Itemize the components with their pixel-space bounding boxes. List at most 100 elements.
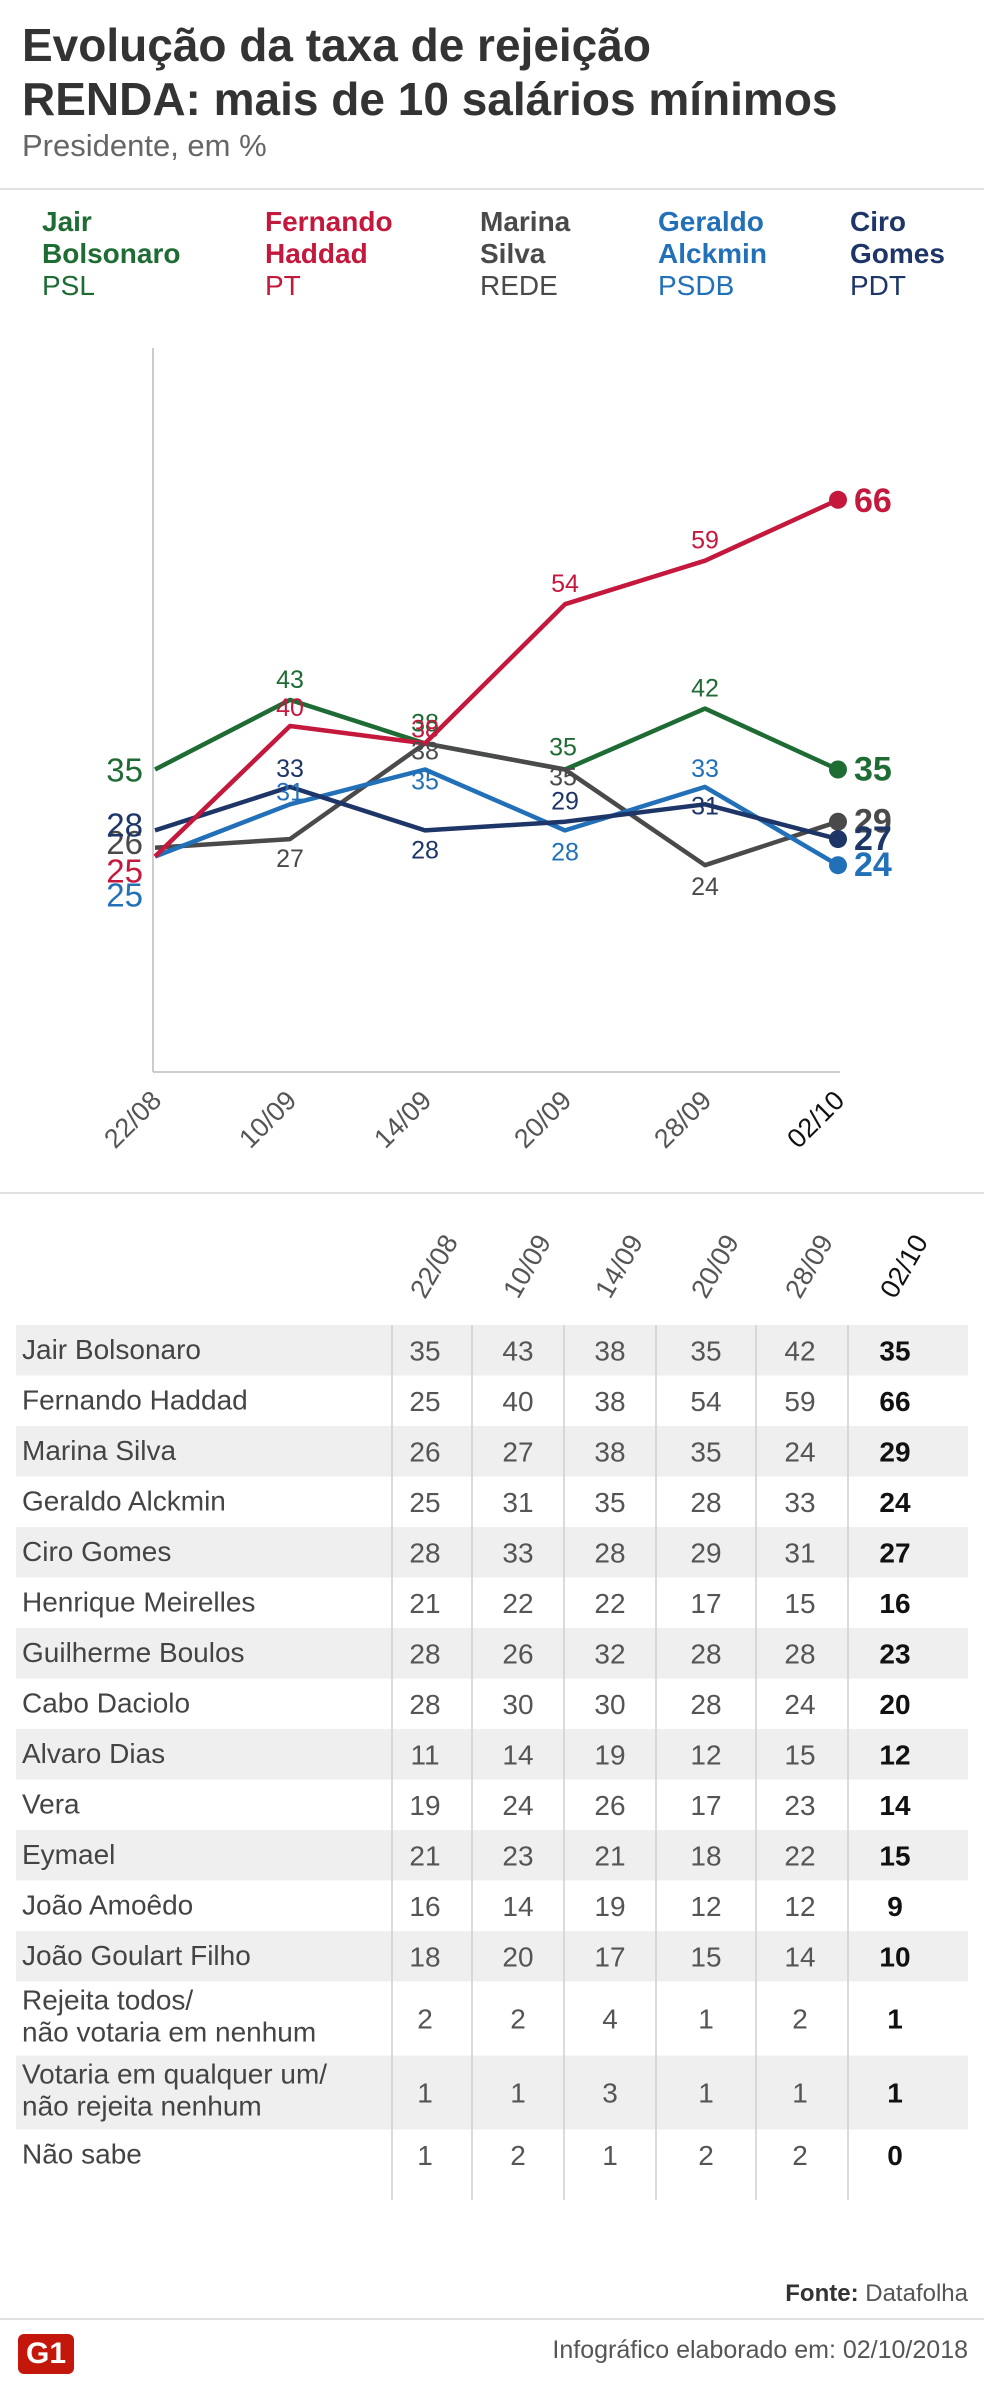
legend-party: REDE (480, 270, 558, 301)
table-cell: 20 (879, 1689, 910, 1720)
data-label: 35 (549, 764, 577, 792)
row-label: João Amoêdo (22, 1890, 193, 1921)
legend-item-haddad: Fernando Haddad PT (265, 206, 393, 302)
table-cell: 35 (409, 1335, 440, 1366)
legend-item-alckmin: Geraldo Alckmin PSDB (658, 206, 767, 302)
table-cell: 38 (594, 1335, 625, 1366)
row-label: não votaria em nenhum (22, 2017, 316, 2048)
table-cell: 2 (417, 2004, 433, 2035)
row-label: Ciro Gomes (22, 1536, 171, 1567)
subtitle: Presidente, em % (22, 128, 267, 163)
legend-name: Gomes (850, 238, 945, 269)
row-stripe (16, 2055, 968, 2130)
data-label: 26 (106, 824, 143, 861)
source-label: Fonte: (785, 2280, 859, 2307)
legend-party: PSDB (658, 270, 735, 301)
end-point (829, 760, 847, 779)
line-chart: 22/08 10/09 14/09 20/09 28/09 02/10 35 43 38 35 42… (98, 348, 892, 1154)
row-label: Eymael (22, 1839, 115, 1870)
table-cell: 32 (594, 1638, 625, 1669)
data-label: 31 (691, 792, 719, 820)
table-cell: 35 (690, 1335, 721, 1366)
table-cell: 28 (690, 1638, 721, 1669)
table-cell: 1 (792, 2078, 808, 2109)
table-cell: 43 (502, 1335, 533, 1366)
row-label: Rejeita todos/ (22, 1985, 193, 2016)
table-cell: 15 (879, 1840, 910, 1871)
row-label: Vera (22, 1789, 80, 1820)
table-cell: 27 (502, 1436, 533, 1467)
table-cell: 2 (510, 2140, 526, 2171)
legend-party: PDT (850, 270, 906, 301)
table-cell: 1 (510, 2078, 526, 2109)
legend-name: Silva (480, 238, 546, 269)
title-line-2: RENDA: mais de 10 salários mínimos (22, 73, 838, 125)
row-label: João Goulart Filho (22, 1940, 251, 1971)
data-label: 38 (411, 709, 439, 737)
g1-logo: G1 (18, 2334, 74, 2374)
legend-name: Ciro (850, 206, 906, 237)
row-label: não rejeita nenhum (22, 2091, 262, 2122)
x-tick-label: 20/09 (508, 1085, 577, 1154)
data-label: 66 (854, 482, 892, 520)
table-cell: 2 (792, 2140, 808, 2171)
legend-item-marina: Marina Silva REDE (480, 206, 570, 302)
table-cell: 42 (784, 1335, 815, 1366)
table-cell: 2 (698, 2140, 714, 2171)
x-tick-label: 10/09 (233, 1085, 302, 1154)
table-cell: 24 (502, 1790, 533, 1821)
table-cell: 23 (502, 1840, 533, 1871)
data-label: 28 (106, 806, 143, 843)
table-cell: 66 (879, 1386, 910, 1417)
data-label: 29 (854, 803, 892, 841)
legend-name: Bolsonaro (42, 238, 181, 269)
table-cell: 1 (698, 2004, 714, 2035)
row-label: Cabo Daciolo (22, 1688, 190, 1719)
data-label: 38 (411, 715, 439, 743)
column-header: 10/09 (497, 1229, 557, 1303)
table-cell: 28 (409, 1689, 440, 1720)
table-cell: 1 (887, 2078, 903, 2109)
table-cell: 18 (409, 1941, 440, 1972)
legend-name: Haddad (265, 238, 368, 269)
data-label: 28 (411, 836, 439, 864)
table-cell: 25 (409, 1386, 440, 1417)
table-cell: 54 (690, 1386, 721, 1417)
data-label: 28 (551, 838, 579, 866)
table-cell: 15 (690, 1941, 721, 1972)
table-cell: 0 (887, 2140, 903, 2171)
table-cell: 14 (784, 1941, 815, 1972)
column-header: 20/09 (685, 1229, 745, 1303)
row-stripe (16, 1931, 968, 1982)
column-header: 22/08 (404, 1229, 464, 1303)
row-label: Jair Bolsonaro (22, 1334, 201, 1365)
x-tick-label: 02/10 (781, 1085, 850, 1154)
series-line (154, 784, 839, 842)
legend-name: Fernando (265, 206, 393, 237)
data-label: 35 (106, 752, 143, 789)
table-cell: 33 (502, 1537, 533, 1568)
table-cell: 1 (417, 2140, 433, 2171)
row-label: Guilherme Boulos (22, 1637, 245, 1668)
legend: Jair Bolsonaro PSL Fernando Haddad PT Ma… (0, 206, 984, 316)
table-cell: 26 (594, 1790, 625, 1821)
data-label: 59 (691, 527, 719, 555)
row-stripe (16, 1527, 968, 1578)
table-cell: 19 (594, 1739, 625, 1770)
table-cell: 19 (594, 1891, 625, 1922)
data-label: 25 (106, 853, 143, 890)
column-header: 14/09 (589, 1229, 649, 1303)
x-tick-label: 28/09 (648, 1085, 717, 1154)
table-cell: 26 (409, 1436, 440, 1467)
row-stripe (16, 1426, 968, 1477)
table-cell: 14 (879, 1790, 911, 1821)
source-value: Datafolha (865, 2280, 968, 2307)
data-label: 24 (854, 846, 892, 884)
table-cell: 12 (690, 1739, 721, 1770)
table-cell: 35 (879, 1335, 910, 1366)
data-label: 27 (276, 845, 304, 873)
header-divider (0, 188, 984, 190)
row-label: Marina Silva (22, 1435, 176, 1466)
table-cell: 11 (410, 1739, 439, 1770)
footer-divider (0, 2318, 984, 2320)
